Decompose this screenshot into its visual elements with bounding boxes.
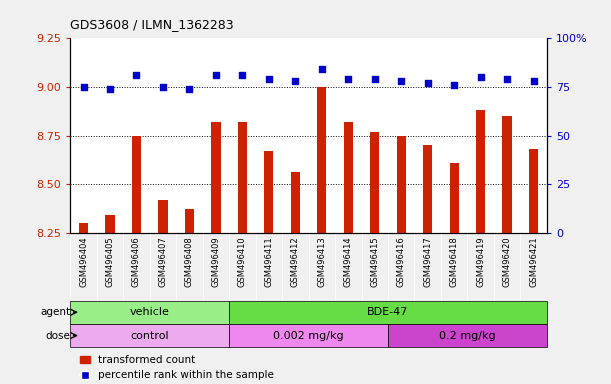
Point <box>238 72 247 78</box>
Text: GSM496411: GSM496411 <box>265 236 273 286</box>
Bar <box>291 172 300 233</box>
Point <box>529 78 538 84</box>
Text: GSM496417: GSM496417 <box>423 236 432 287</box>
Bar <box>132 136 141 233</box>
Point <box>476 74 486 80</box>
Bar <box>343 122 353 233</box>
Bar <box>238 122 247 233</box>
Bar <box>317 87 326 233</box>
Text: GSM496419: GSM496419 <box>476 236 485 286</box>
Text: BDE-47: BDE-47 <box>367 307 409 317</box>
Text: GSM496409: GSM496409 <box>211 236 221 286</box>
Point <box>131 72 141 78</box>
Point <box>317 66 327 73</box>
Bar <box>70 301 229 324</box>
Point <box>185 86 194 92</box>
Bar <box>264 151 274 233</box>
Text: GSM496415: GSM496415 <box>370 236 379 286</box>
Point <box>105 86 115 92</box>
Text: agent: agent <box>40 307 70 317</box>
Bar <box>476 110 485 233</box>
Text: vehicle: vehicle <box>130 307 170 317</box>
Point <box>343 76 353 82</box>
Text: GSM496406: GSM496406 <box>132 236 141 287</box>
Bar <box>388 324 547 347</box>
Legend: transformed count, percentile rank within the sample: transformed count, percentile rank withi… <box>76 351 279 384</box>
Bar <box>105 215 115 233</box>
Bar <box>423 145 433 233</box>
Text: GDS3608 / ILMN_1362283: GDS3608 / ILMN_1362283 <box>70 18 234 31</box>
Text: GSM496416: GSM496416 <box>397 236 406 287</box>
Text: GSM496405: GSM496405 <box>106 236 114 286</box>
Text: GSM496412: GSM496412 <box>291 236 300 286</box>
Text: 0.2 mg/kg: 0.2 mg/kg <box>439 331 496 341</box>
Bar <box>70 324 229 347</box>
Bar <box>79 223 88 233</box>
Text: GSM496404: GSM496404 <box>79 236 88 286</box>
Point <box>449 82 459 88</box>
Text: GSM496413: GSM496413 <box>317 236 326 287</box>
Bar <box>229 324 388 347</box>
Point <box>397 78 406 84</box>
Point <box>502 76 512 82</box>
Text: 0.002 mg/kg: 0.002 mg/kg <box>273 331 344 341</box>
Bar <box>397 136 406 233</box>
Text: GSM496407: GSM496407 <box>158 236 167 287</box>
Point <box>370 76 379 82</box>
Bar <box>158 200 167 233</box>
Text: control: control <box>130 331 169 341</box>
Text: GSM496420: GSM496420 <box>503 236 511 286</box>
Bar <box>450 163 459 233</box>
Text: GSM496410: GSM496410 <box>238 236 247 286</box>
Bar <box>185 209 194 233</box>
Bar <box>211 122 221 233</box>
Bar <box>502 116 512 233</box>
Bar <box>229 301 547 324</box>
Bar <box>529 149 538 233</box>
Point <box>79 84 89 90</box>
Text: GSM496421: GSM496421 <box>529 236 538 286</box>
Bar <box>370 132 379 233</box>
Text: GSM496414: GSM496414 <box>344 236 353 286</box>
Text: dose: dose <box>45 331 70 341</box>
Point <box>211 72 221 78</box>
Point <box>264 76 274 82</box>
Text: GSM496408: GSM496408 <box>185 236 194 287</box>
Point <box>158 84 168 90</box>
Text: GSM496418: GSM496418 <box>450 236 459 287</box>
Point <box>423 80 433 86</box>
Point <box>290 78 300 84</box>
